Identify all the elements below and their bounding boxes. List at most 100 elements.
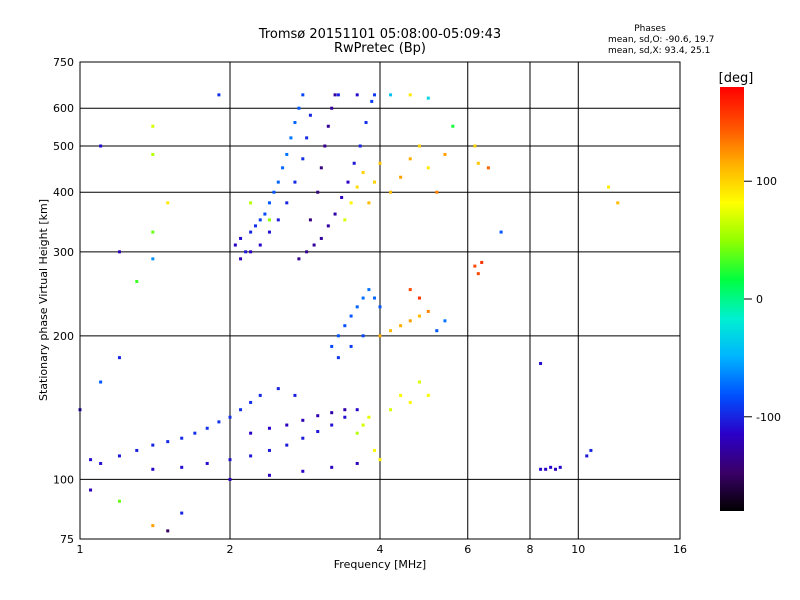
x-tick-label: 8 <box>527 543 534 556</box>
data-point <box>378 334 382 338</box>
data-point <box>281 166 285 170</box>
data-point <box>408 157 412 161</box>
data-point <box>151 230 155 234</box>
x-axis-label: Frequency [MHz] <box>334 558 426 571</box>
x-axis-ticks: 1 2 4 6 8 10 16 <box>77 543 688 556</box>
data-point <box>361 296 365 300</box>
data-point <box>297 257 301 261</box>
y-axis-ticks: 75 100 200 300 400 500 600 750 <box>53 56 74 546</box>
data-point <box>99 144 103 148</box>
data-point <box>293 121 297 125</box>
data-point <box>151 257 155 261</box>
data-point <box>285 443 289 447</box>
data-point <box>293 393 297 397</box>
data-point <box>228 415 232 419</box>
data-point <box>151 124 155 128</box>
data-point <box>333 93 337 97</box>
data-point <box>89 488 93 492</box>
data-point <box>323 144 327 148</box>
colorbar-tick-label: -100 <box>756 411 781 424</box>
data-point <box>355 305 359 309</box>
data-point <box>435 190 439 194</box>
data-point <box>316 414 320 418</box>
data-point <box>399 324 403 328</box>
data-point <box>301 436 305 440</box>
colorbar-tick-label: 0 <box>756 293 763 306</box>
data-point <box>352 161 356 165</box>
stats-heading: Phases <box>634 24 666 34</box>
data-point <box>486 166 490 170</box>
data-point <box>539 467 543 471</box>
stats-x-line: mean, sd,X: 93.4, 25.1 <box>608 46 710 56</box>
data-point <box>193 431 197 435</box>
data-point <box>267 230 271 234</box>
x-tick-label: 2 <box>227 543 234 556</box>
data-point <box>553 467 557 471</box>
data-point <box>258 243 262 247</box>
data-point <box>180 465 184 469</box>
data-point <box>417 296 421 300</box>
data-point <box>326 124 330 128</box>
y-axis-label: Stationary phase Virtual Height [km] <box>37 199 50 401</box>
data-point <box>417 314 421 318</box>
data-point <box>316 190 320 194</box>
data-point <box>289 136 293 140</box>
data-point <box>316 430 320 434</box>
data-point <box>89 458 93 462</box>
data-point <box>151 443 155 447</box>
data-point <box>336 356 340 360</box>
data-point <box>99 461 103 465</box>
data-point <box>276 218 280 222</box>
data-point <box>355 93 359 97</box>
data-point <box>473 144 477 148</box>
data-point <box>499 230 503 234</box>
data-point <box>301 418 305 422</box>
data-point <box>355 461 359 465</box>
data-point <box>330 106 334 110</box>
data-point <box>426 96 430 100</box>
data-point <box>285 152 289 156</box>
data-point <box>308 113 312 117</box>
data-point <box>333 212 337 216</box>
data-point <box>319 166 323 170</box>
data-point <box>367 415 371 419</box>
data-point <box>217 420 221 424</box>
data-point <box>389 329 393 333</box>
data-point <box>378 305 382 309</box>
data-point <box>99 380 103 384</box>
data-point <box>408 288 412 292</box>
x-tick-label: 6 <box>464 543 471 556</box>
data-point <box>364 121 368 125</box>
data-point <box>473 264 477 268</box>
data-point <box>585 454 589 458</box>
data-point <box>117 454 121 458</box>
data-point <box>589 448 593 452</box>
data-point <box>330 423 334 427</box>
y-tick-label: 750 <box>53 56 74 69</box>
data-point <box>361 334 365 338</box>
data-point <box>249 230 253 234</box>
data-point <box>417 144 421 148</box>
data-point <box>343 218 347 222</box>
data-point <box>435 329 439 333</box>
colorbar-label: [deg] <box>719 71 754 86</box>
data-point <box>285 201 289 205</box>
y-tick-label: 100 <box>53 473 74 486</box>
data-point <box>336 334 340 338</box>
stats-o-line: mean, sd,O: -90.6, 19.7 <box>608 35 714 45</box>
data-point <box>276 387 280 391</box>
data-point <box>476 272 480 276</box>
data-point <box>253 224 257 228</box>
data-point <box>480 260 484 264</box>
data-point <box>607 185 611 189</box>
data-point <box>408 319 412 323</box>
data-point <box>426 309 430 313</box>
data-point <box>336 93 340 97</box>
data-point <box>355 408 359 412</box>
data-point <box>205 461 209 465</box>
data-point <box>151 524 155 528</box>
data-point <box>308 218 312 222</box>
data-point <box>239 236 243 240</box>
